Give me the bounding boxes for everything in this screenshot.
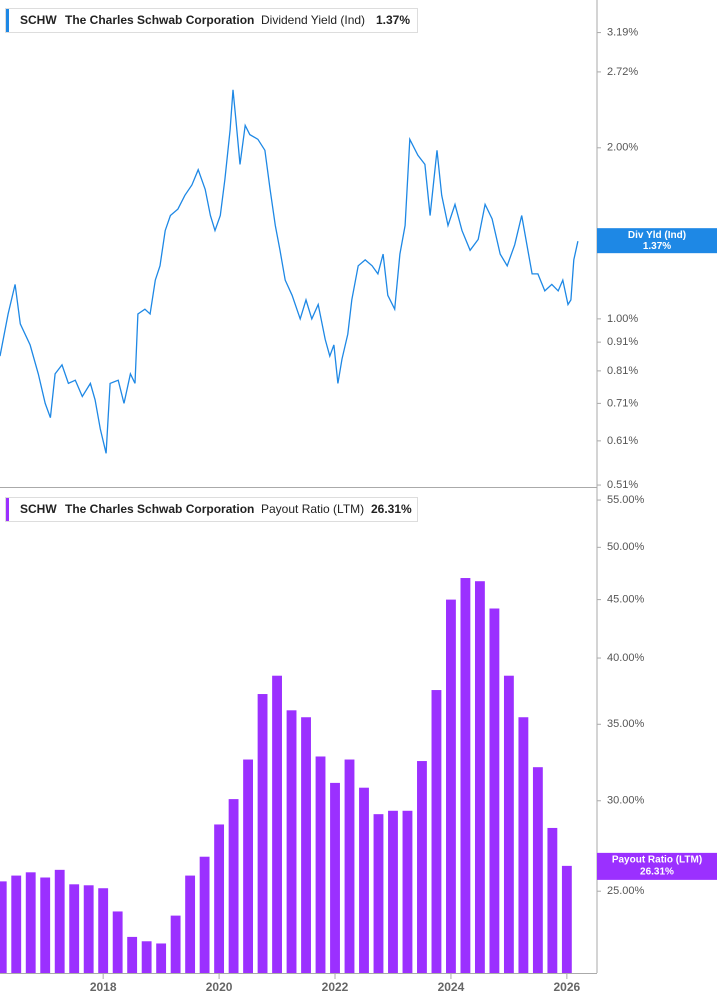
bar [547,827,558,973]
value-tag [597,852,717,880]
ticker: SCHW [20,13,57,27]
bar [315,756,326,973]
bar [417,761,427,973]
bar [112,911,123,973]
bar [257,694,268,973]
company: The Charles Schwab Corporation [65,502,254,516]
company: The Charles Schwab Corporation [65,13,254,27]
y-tick-label: 30.00% [607,795,645,807]
x-tick-label: 2020 [206,980,233,994]
bar [11,875,22,973]
legend-swatch [6,9,9,32]
chart-title: Dividend Yield (Ind) [261,13,365,27]
y-tick-label: 45.00% [607,594,645,606]
bar [359,787,369,973]
bar [83,885,94,973]
legend-frame [5,8,418,33]
y-tick-label: 1.00% [607,313,638,325]
bar [170,915,181,973]
chart-title: Payout Ratio (LTM) [261,502,364,516]
bar [518,717,529,973]
y-tick-label: 25.00% [607,885,645,897]
bar [214,824,225,973]
current-value: 26.31% [371,502,412,516]
bar [0,881,7,973]
bar [503,675,514,973]
bar [460,578,471,973]
bar [286,710,297,973]
y-tick-label: 0.71% [607,397,638,409]
bar [431,690,442,973]
x-tick-label: 2024 [438,980,465,994]
bar [243,759,254,973]
bar [25,872,36,973]
bar [272,675,282,973]
value-tag-value: 1.37% [643,241,671,252]
bar [156,943,167,973]
y-tick-label: 0.61% [607,435,638,447]
bar [199,856,210,973]
bar [402,810,413,973]
bar [301,717,311,973]
y-tick-label: 35.00% [607,718,645,730]
bar [474,581,485,973]
legend-frame [5,497,418,522]
bar [446,599,456,973]
y-tick-label: 0.51% [607,479,638,491]
bar [127,936,138,973]
bar [388,810,398,973]
bar [228,799,239,973]
legend-swatch [6,498,9,521]
y-tick-label: 0.91% [607,336,638,348]
bar [330,782,340,973]
y-tick-label: 55.00% [607,494,645,506]
current-value: 1.37% [376,13,410,27]
x-tick-label: 2018 [90,980,117,994]
legend-box: SCHW The Charles Schwab Corporation Divi… [5,8,418,33]
bar [532,767,543,973]
y-tick-label: 2.00% [607,142,638,154]
value-tag-title: Payout Ratio (LTM) [612,855,702,866]
bar [40,877,51,973]
y-tick-label: 0.81% [607,365,638,377]
bar [489,608,500,973]
y-tick-label: 50.00% [607,541,645,553]
legend-box: SCHW The Charles Schwab Corporation Payo… [5,497,418,522]
bar [373,814,384,973]
value-tag-title: Div Yld (Ind) [628,230,686,241]
x-tick-label: 2022 [322,980,349,994]
y-tick-label: 2.72% [607,66,638,78]
bar [98,888,109,973]
value-tag [597,228,717,254]
y-tick-label: 40.00% [607,652,645,664]
bar [185,875,196,973]
x-tick-label: 2026 [554,980,581,994]
bar [54,869,65,973]
ticker: SCHW [20,502,57,516]
y-tick-label: 3.19% [607,26,638,38]
value-tag-value: 26.31% [640,867,674,878]
bar [344,759,355,973]
bar [69,884,80,973]
bar [141,941,152,973]
bar [561,865,572,973]
dividend-yield-line [0,89,579,454]
